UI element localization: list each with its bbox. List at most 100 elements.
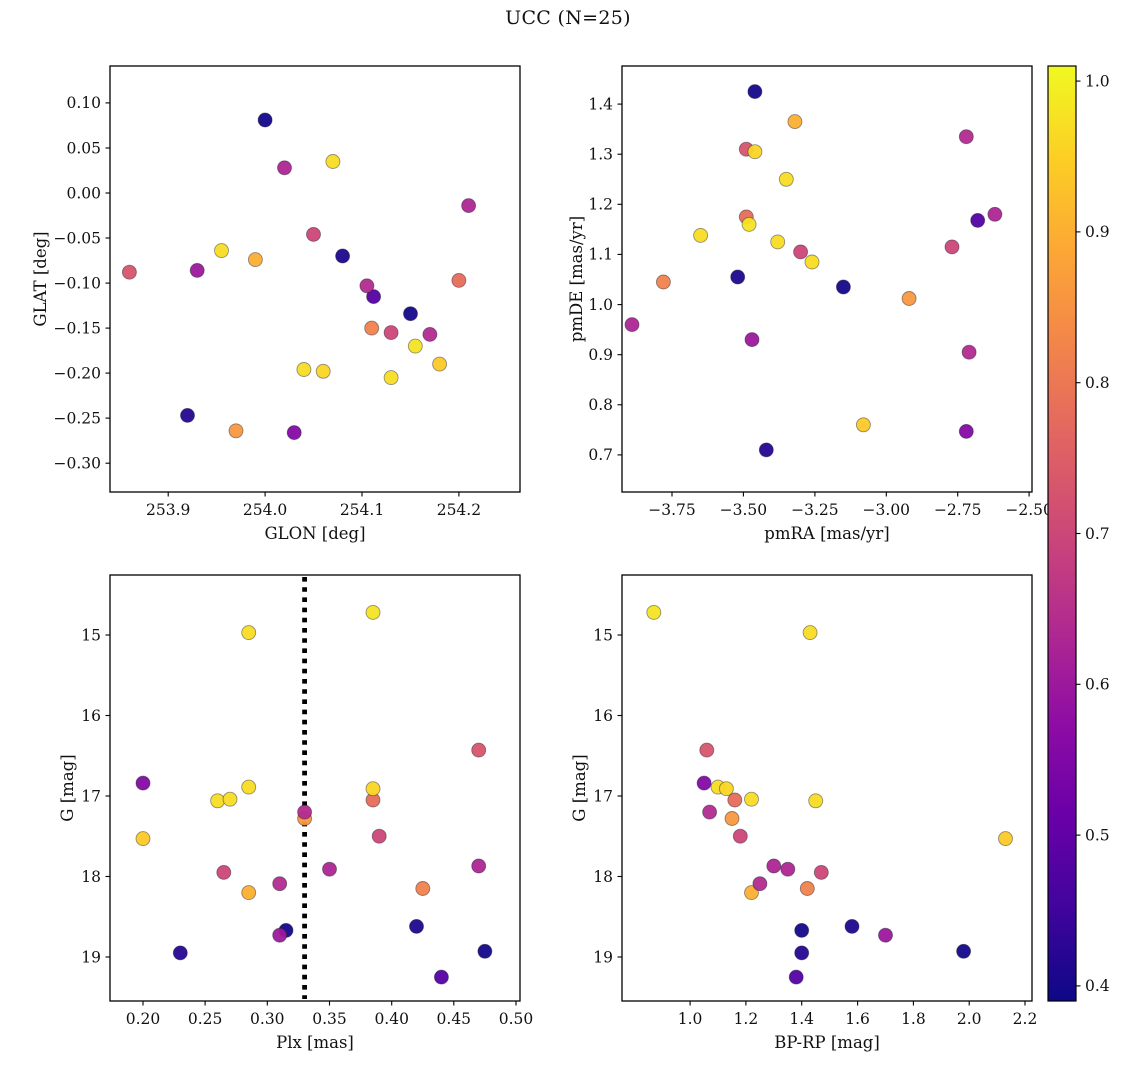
star-point: [286, 425, 302, 441]
star-point: [451, 272, 467, 288]
star-point: [844, 918, 860, 934]
star-point: [624, 317, 640, 333]
star-point: [471, 742, 487, 758]
star-point: [135, 775, 151, 791]
star-point: [693, 227, 709, 243]
star-point: [787, 114, 803, 130]
y-tick-label: 1.2: [588, 196, 613, 214]
star-point: [958, 423, 974, 439]
x-tick-label: 0.35: [312, 1010, 347, 1028]
star-point: [297, 804, 313, 820]
x-tick-label: 1.4: [789, 1010, 814, 1028]
x-tick-label: 0.25: [188, 1010, 223, 1028]
x-tick-label: 1.2: [734, 1010, 759, 1028]
star-point: [696, 775, 712, 791]
star-point: [646, 604, 662, 620]
star-point: [241, 779, 257, 795]
y-tick-label: 15: [81, 626, 101, 644]
colorbar-tick-label: 0.6: [1085, 676, 1110, 694]
star-point: [180, 407, 195, 423]
colorbar-tick-label: 1.0: [1085, 72, 1110, 90]
star-point: [956, 943, 972, 959]
star-point: [407, 338, 423, 354]
star-point: [335, 248, 351, 264]
y-tick-label: 16: [593, 707, 613, 725]
axes-frame: [621, 65, 1033, 493]
star-point: [471, 858, 487, 874]
y-tick-label: 18: [593, 868, 613, 886]
x-tick-label: 1.8: [901, 1010, 926, 1028]
star-point: [794, 922, 810, 938]
star-point: [371, 828, 387, 844]
x-tick-label: 2.2: [1013, 1010, 1038, 1028]
star-point: [747, 144, 763, 160]
star-point: [744, 332, 760, 348]
star-point: [718, 781, 734, 797]
y-axis-label: G [mag]: [570, 754, 589, 821]
panel-pmra-pmde: −3.75 −3.50 −3.25 −3.00 −2.75 −2.50 0.7 0.8 0.9 1…: [567, 65, 1053, 543]
star-point: [835, 279, 851, 295]
y-tick-label: 0.00: [66, 184, 101, 202]
star-point: [172, 945, 188, 961]
star-point: [730, 269, 746, 285]
star-point: [901, 291, 917, 306]
star-point: [724, 811, 740, 826]
star-point: [365, 604, 381, 620]
axes-frame: [109, 574, 521, 1002]
x-tick-label: 254.1: [340, 501, 384, 519]
star-point: [752, 876, 768, 892]
y-tick-label: 1.1: [588, 246, 613, 264]
x-tick-label: −3.25: [791, 501, 839, 519]
star-point: [732, 828, 748, 844]
star-point: [794, 945, 810, 961]
star-point: [210, 793, 226, 809]
y-tick-label: −0.10: [54, 274, 102, 292]
x-tick-label: 2.0: [957, 1010, 982, 1028]
y-tick-label: 0.9: [588, 346, 613, 364]
panel-plx-g: 0.20 0.25 0.30 0.35 0.40 0.45 0.50 15 16 17 18 19 Pl…: [58, 574, 534, 1052]
y-tick-label: −0.15: [54, 319, 102, 337]
star-point: [315, 363, 331, 379]
figure-title: UCC (N=25): [505, 7, 631, 29]
y-tick-label: −0.20: [54, 364, 102, 382]
star-point: [257, 112, 273, 128]
y-tick-label: −0.30: [54, 455, 102, 473]
star-point: [758, 442, 774, 458]
star-point: [958, 129, 974, 145]
y-tick-label: 0.7: [588, 446, 613, 464]
star-point: [799, 881, 815, 896]
star-point: [422, 326, 438, 342]
star-point: [296, 362, 312, 377]
x-tick-label: −3.50: [720, 501, 768, 519]
star-point: [808, 793, 824, 809]
star-point: [788, 969, 804, 985]
x-axis-label: BP-RP [mag]: [774, 1033, 880, 1052]
star-point: [222, 791, 238, 807]
y-tick-label: 1.0: [588, 296, 613, 314]
star-point: [855, 417, 871, 433]
y-tick-label: 1.4: [588, 95, 613, 113]
star-point: [655, 274, 671, 290]
star-point: [766, 858, 782, 874]
colorbar-tick-label: 0.9: [1085, 223, 1110, 241]
star-point: [322, 861, 337, 877]
star-point: [802, 625, 818, 641]
x-axis-label: pmRA [mas/yr]: [764, 524, 889, 543]
x-tick-label: −3.75: [648, 501, 696, 519]
y-axis-label: GLAT [deg]: [31, 231, 50, 326]
star-point: [241, 885, 257, 901]
y-axis-label: G [mag]: [58, 754, 77, 821]
star-point: [241, 625, 257, 641]
star-point: [741, 216, 757, 232]
y-tick-label: 17: [593, 787, 613, 805]
colorbar-tick-label: 0.4: [1085, 977, 1110, 995]
y-axis-label: pmDE [mas/yr]: [567, 216, 586, 342]
y-tick-label: 16: [81, 707, 101, 725]
star-point: [477, 943, 493, 959]
x-tick-label: 0.45: [437, 1010, 472, 1028]
x-tick-label: 0.50: [499, 1010, 534, 1028]
y-tick-label: 0.8: [588, 396, 613, 414]
star-point: [744, 791, 759, 807]
star-point: [813, 864, 829, 880]
